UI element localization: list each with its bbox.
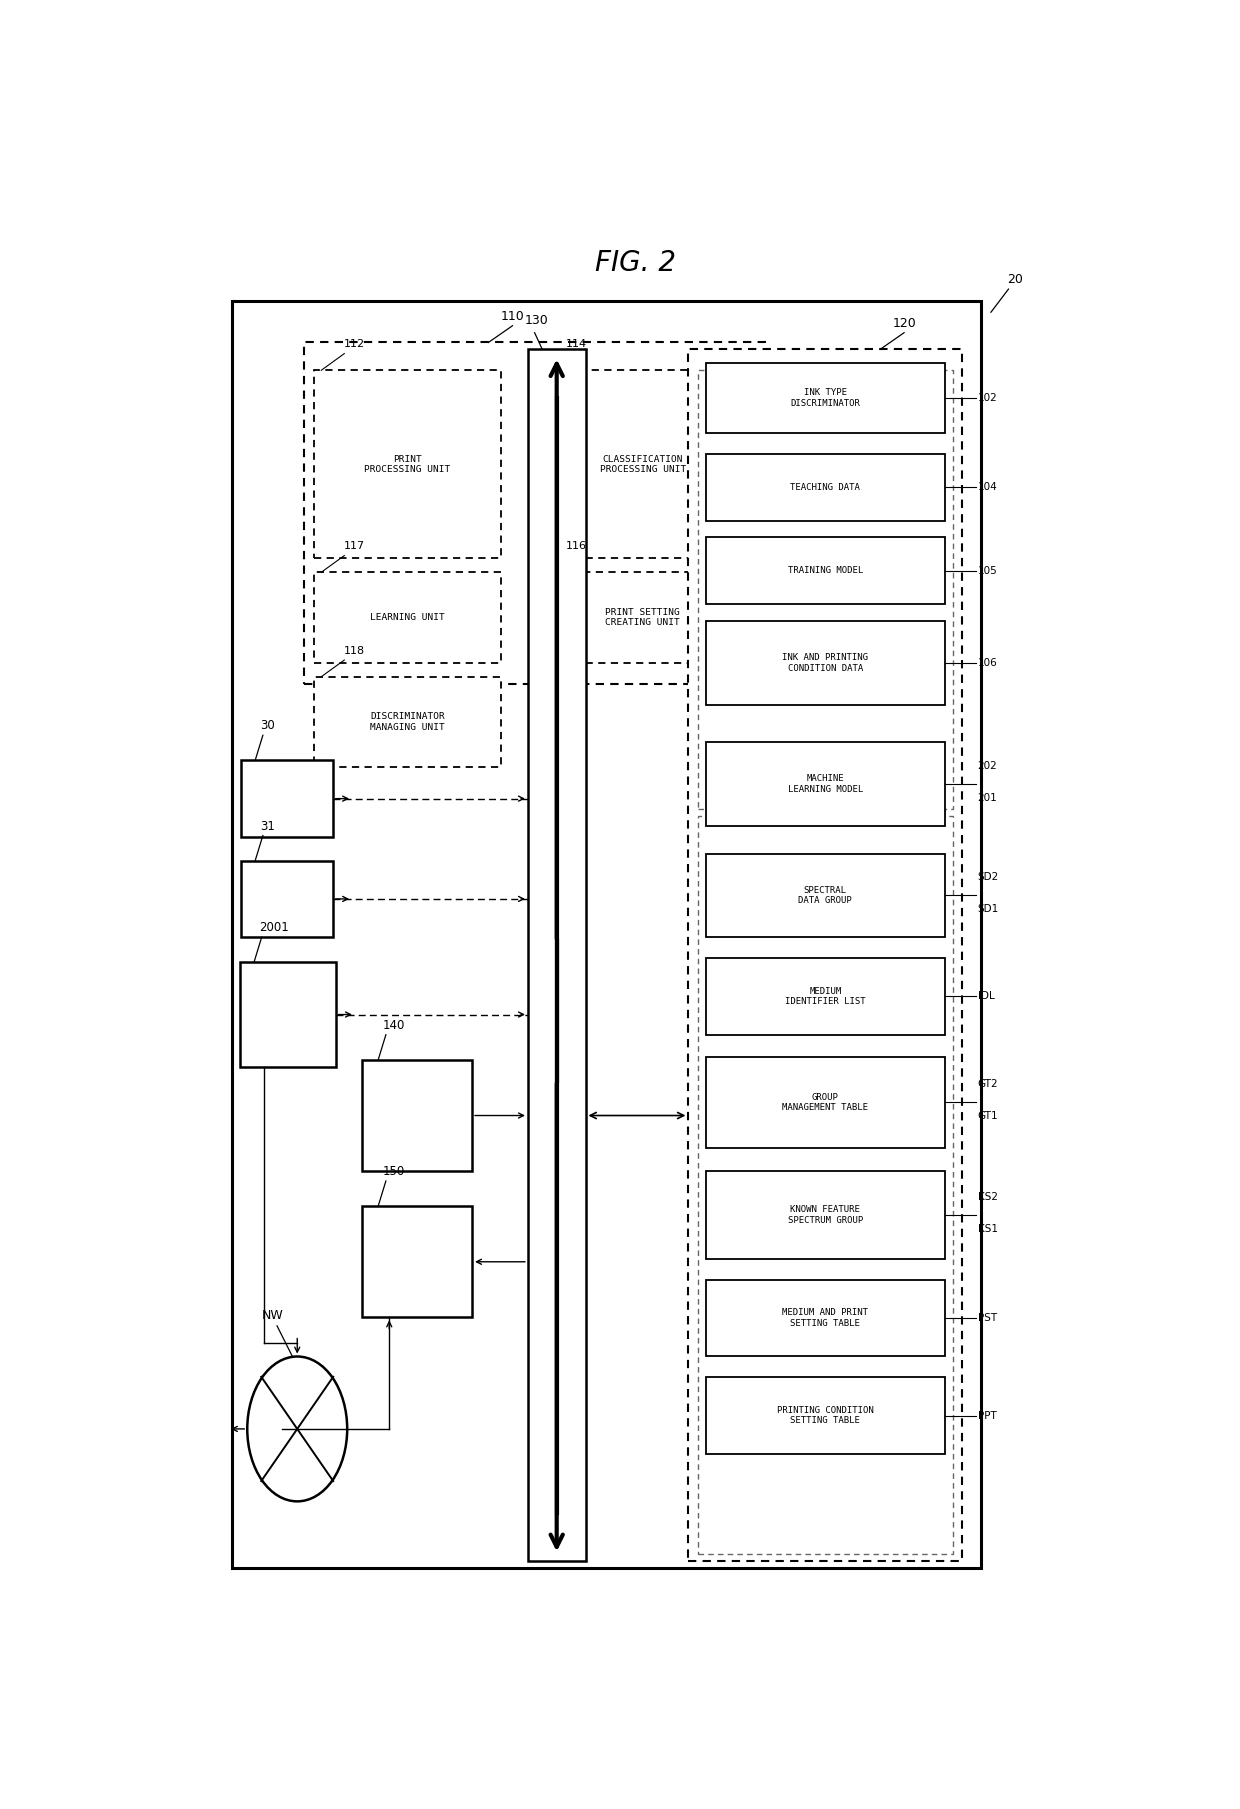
Text: TRAINING MODEL: TRAINING MODEL xyxy=(787,566,863,575)
Bar xyxy=(706,1056,945,1147)
Bar xyxy=(534,371,750,559)
Bar xyxy=(706,1281,945,1357)
Text: 102: 102 xyxy=(977,393,997,403)
Bar xyxy=(698,371,952,809)
Bar xyxy=(706,959,945,1035)
Text: 202: 202 xyxy=(977,762,997,771)
Text: MEDIUM
IDENTIFIER LIST: MEDIUM IDENTIFIER LIST xyxy=(785,986,866,1006)
Text: LEARNING UNIT: LEARNING UNIT xyxy=(370,613,445,622)
Bar xyxy=(232,300,982,1568)
Bar xyxy=(706,742,945,825)
Text: IDL: IDL xyxy=(977,991,994,1002)
Text: FIG. 2: FIG. 2 xyxy=(595,250,676,277)
Text: INK TYPE
DISCRIMINATOR: INK TYPE DISCRIMINATOR xyxy=(790,389,861,407)
Text: 105: 105 xyxy=(977,566,997,575)
Text: 112: 112 xyxy=(345,340,366,349)
Bar xyxy=(688,349,962,1561)
Text: PRINT SETTING
CREATING UNIT: PRINT SETTING CREATING UNIT xyxy=(605,608,680,628)
Text: 31: 31 xyxy=(260,819,275,832)
Bar xyxy=(698,816,952,1554)
Bar xyxy=(242,861,332,937)
Text: PRINT
PROCESSING UNIT: PRINT PROCESSING UNIT xyxy=(365,454,450,474)
Text: 106: 106 xyxy=(977,658,997,668)
Bar xyxy=(706,854,945,937)
Bar xyxy=(362,1207,472,1317)
Text: INK AND PRINTING
CONDITION DATA: INK AND PRINTING CONDITION DATA xyxy=(782,653,868,673)
Text: NW: NW xyxy=(262,1308,283,1322)
Text: PST: PST xyxy=(977,1313,997,1322)
Bar xyxy=(528,349,585,1561)
Text: MEDIUM AND PRINT
SETTING TABLE: MEDIUM AND PRINT SETTING TABLE xyxy=(782,1308,868,1328)
Text: GT1: GT1 xyxy=(977,1111,998,1122)
Text: 130: 130 xyxy=(525,315,549,327)
Text: SPECTRAL
DATA GROUP: SPECTRAL DATA GROUP xyxy=(799,886,852,904)
Text: 110: 110 xyxy=(501,309,525,324)
Bar xyxy=(706,1377,945,1454)
Bar xyxy=(706,454,945,521)
Text: 30: 30 xyxy=(260,720,275,733)
Text: 201: 201 xyxy=(977,792,997,803)
Text: GT2: GT2 xyxy=(977,1080,998,1089)
Text: 114: 114 xyxy=(565,340,587,349)
Text: 117: 117 xyxy=(345,541,366,552)
Text: DISCRIMINATOR
MANAGING UNIT: DISCRIMINATOR MANAGING UNIT xyxy=(370,713,445,731)
Bar xyxy=(362,1060,472,1170)
Bar xyxy=(239,962,336,1067)
Text: 150: 150 xyxy=(383,1165,405,1178)
Bar xyxy=(534,572,750,662)
Text: 120: 120 xyxy=(893,317,916,329)
Text: MACHINE
LEARNING MODEL: MACHINE LEARNING MODEL xyxy=(787,774,863,794)
Text: 140: 140 xyxy=(383,1018,405,1031)
Bar xyxy=(706,620,945,704)
Text: PPT: PPT xyxy=(977,1411,997,1420)
Bar xyxy=(304,342,765,684)
Bar xyxy=(706,1170,945,1259)
Text: 104: 104 xyxy=(977,483,997,492)
Text: 20: 20 xyxy=(1007,273,1023,286)
Text: 116: 116 xyxy=(565,541,587,552)
Text: TEACHING DATA: TEACHING DATA xyxy=(790,483,861,492)
Text: SD1: SD1 xyxy=(977,904,999,914)
Text: GROUP
MANAGEMENT TABLE: GROUP MANAGEMENT TABLE xyxy=(782,1093,868,1113)
Text: SD2: SD2 xyxy=(977,872,999,883)
Text: CLASSIFICATION
PROCESSING UNIT: CLASSIFICATION PROCESSING UNIT xyxy=(600,454,686,474)
Text: 2001: 2001 xyxy=(259,921,289,935)
Text: KS1: KS1 xyxy=(977,1225,998,1234)
Bar xyxy=(314,677,501,767)
Text: PRINTING CONDITION
SETTING TABLE: PRINTING CONDITION SETTING TABLE xyxy=(777,1406,874,1425)
Bar xyxy=(706,364,945,432)
Bar xyxy=(242,760,332,838)
Bar xyxy=(706,537,945,604)
Bar xyxy=(314,371,501,559)
Text: 118: 118 xyxy=(345,646,366,657)
Text: KS2: KS2 xyxy=(977,1192,998,1201)
Bar xyxy=(314,572,501,662)
Text: KNOWN FEATURE
SPECTRUM GROUP: KNOWN FEATURE SPECTRUM GROUP xyxy=(787,1205,863,1225)
